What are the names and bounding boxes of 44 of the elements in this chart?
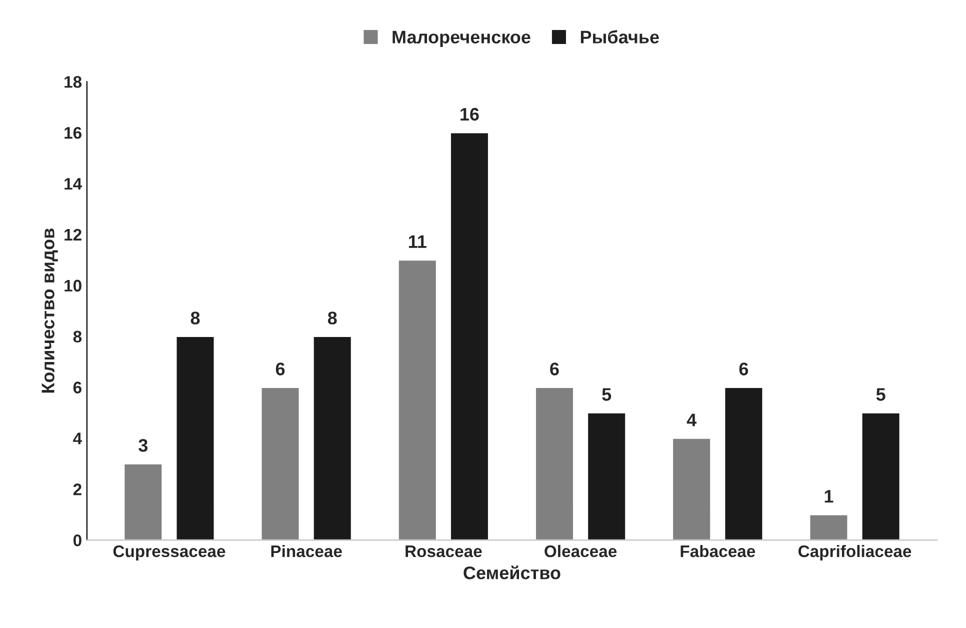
bar	[586, 412, 626, 540]
bar	[397, 259, 438, 540]
data-label: 6	[739, 362, 748, 376]
bar	[260, 386, 300, 540]
x-tick-label: Cupressaceae	[113, 545, 226, 560]
data-label: 6	[550, 362, 559, 376]
bar	[724, 386, 764, 540]
data-label: 1	[824, 490, 834, 503]
y-tick-label: 14	[64, 178, 82, 190]
data-label: 6	[276, 362, 285, 376]
bar	[808, 514, 849, 540]
data-label: 5	[602, 388, 612, 401]
y-tick-label: 18	[64, 76, 82, 88]
x-tick-label: Oleaceae	[544, 544, 617, 558]
y-axis-title: Количество видов	[42, 228, 58, 393]
y-tick-label: 8	[73, 330, 82, 343]
bar	[860, 412, 901, 540]
legend-label: Малореченское	[392, 30, 530, 48]
legend-label: Рыбачье	[580, 30, 659, 44]
y-tick-label: 6	[73, 382, 82, 394]
x-tick-label: Caprifoliaceae	[798, 544, 912, 560]
y-tick-label: 12	[64, 228, 82, 240]
y-tick-label: 10	[64, 280, 82, 292]
data-label: 5	[876, 388, 886, 401]
data-label: 8	[190, 312, 200, 324]
data-label: 4	[686, 414, 697, 426]
data-label: 3	[138, 438, 148, 452]
bar	[175, 336, 216, 540]
y-tick-label: 2	[73, 484, 82, 496]
x-tick-label: Rosaceae	[406, 546, 482, 558]
x-axis-title: Семейство	[464, 566, 560, 580]
bar	[312, 336, 352, 540]
y-tick-label: 0	[73, 534, 82, 546]
data-label: 11	[408, 235, 426, 248]
data-label: 8	[328, 312, 337, 324]
bar	[672, 438, 712, 540]
x-tick-label: Fabaceae	[680, 544, 756, 558]
bar	[534, 386, 574, 540]
bar	[123, 462, 164, 540]
y-tick-label: 4	[73, 432, 82, 444]
data-label: 16	[460, 108, 479, 121]
x-tick-label: Pinaceae	[271, 544, 342, 558]
bar	[450, 132, 490, 540]
y-tick-label: 16	[64, 126, 82, 139]
